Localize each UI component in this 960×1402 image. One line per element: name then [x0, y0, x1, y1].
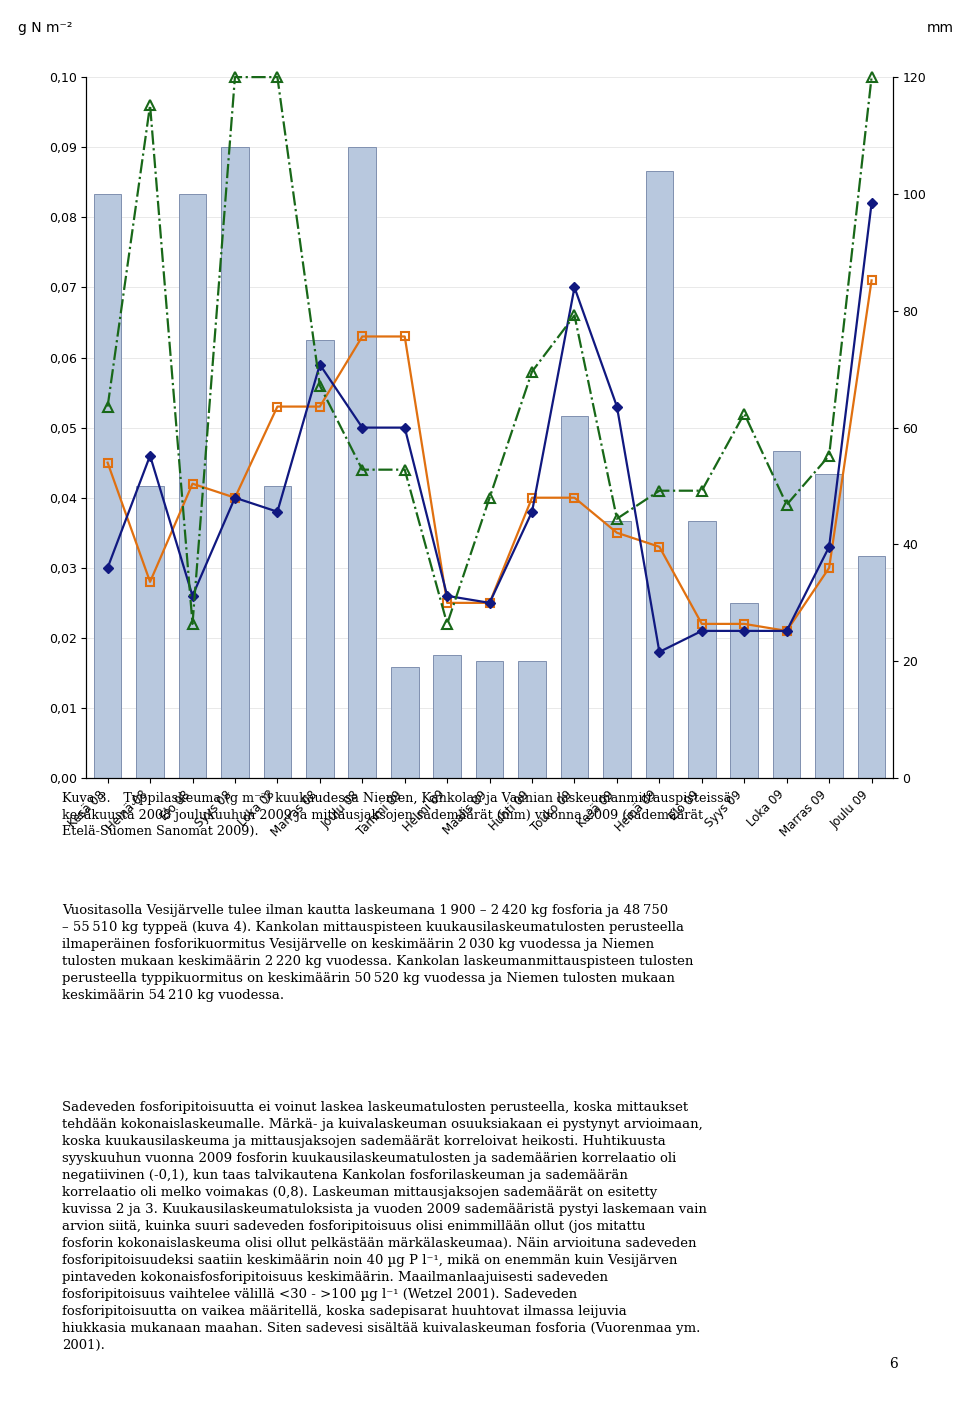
Bar: [433, 656, 461, 778]
Text: mm: mm: [926, 21, 953, 35]
Bar: [136, 486, 164, 778]
Bar: [391, 667, 419, 778]
Bar: [815, 474, 843, 778]
Bar: [603, 522, 631, 778]
Bar: [476, 662, 503, 778]
Bar: [518, 662, 546, 778]
Bar: [688, 522, 715, 778]
Bar: [561, 416, 588, 778]
Bar: [348, 147, 376, 778]
Bar: [94, 193, 121, 778]
Bar: [306, 339, 334, 778]
Bar: [221, 147, 249, 778]
Bar: [264, 486, 291, 778]
Bar: [773, 451, 801, 778]
Bar: [858, 557, 885, 778]
Text: Sadeveden fosforipitoisuutta ei voinut laskea laskeumatulosten perusteella, kosk: Sadeveden fosforipitoisuutta ei voinut l…: [62, 1101, 708, 1352]
Text: Kuva 3. Typpilaskeuma (g m⁻²) kuukaudessa Niemen, Kankolan ja Vaanian laskeumanm: Kuva 3. Typpilaskeuma (g m⁻²) kuukaudess…: [62, 792, 732, 838]
Text: g N m⁻²: g N m⁻²: [18, 21, 72, 35]
Text: 6: 6: [889, 1357, 898, 1371]
Bar: [731, 603, 758, 778]
Bar: [645, 171, 673, 778]
Text: Vuositasolla Vesijärvelle tulee ilman kautta laskeumana 1 900 – 2 420 kg fosfori: Vuositasolla Vesijärvelle tulee ilman ka…: [62, 904, 694, 1002]
Bar: [179, 193, 206, 778]
